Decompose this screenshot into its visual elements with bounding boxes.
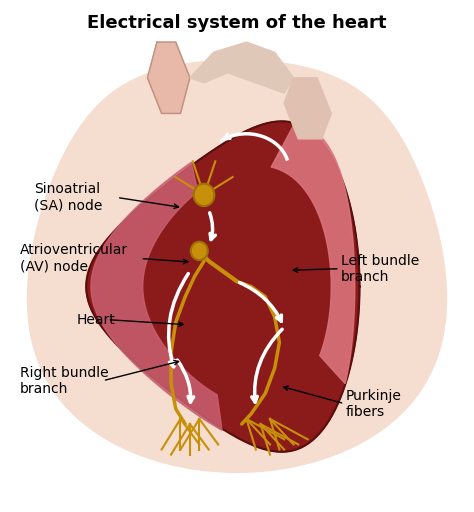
Circle shape xyxy=(194,184,214,206)
Circle shape xyxy=(191,242,208,260)
Polygon shape xyxy=(190,42,293,93)
Polygon shape xyxy=(27,60,447,472)
Polygon shape xyxy=(147,42,190,114)
Text: Purkinje
fibers: Purkinje fibers xyxy=(346,389,401,419)
Polygon shape xyxy=(91,162,222,431)
Text: Sinoatrial
(SA) node: Sinoatrial (SA) node xyxy=(35,182,103,212)
Text: Right bundle
branch: Right bundle branch xyxy=(20,366,109,396)
Polygon shape xyxy=(271,122,355,383)
Text: Left bundle
branch: Left bundle branch xyxy=(341,253,419,284)
Text: Electrical system of the heart: Electrical system of the heart xyxy=(87,14,387,32)
Text: Atrioventricular
(AV) node: Atrioventricular (AV) node xyxy=(20,243,128,273)
Text: Heart: Heart xyxy=(77,313,116,327)
Polygon shape xyxy=(284,78,331,139)
Polygon shape xyxy=(86,121,359,452)
